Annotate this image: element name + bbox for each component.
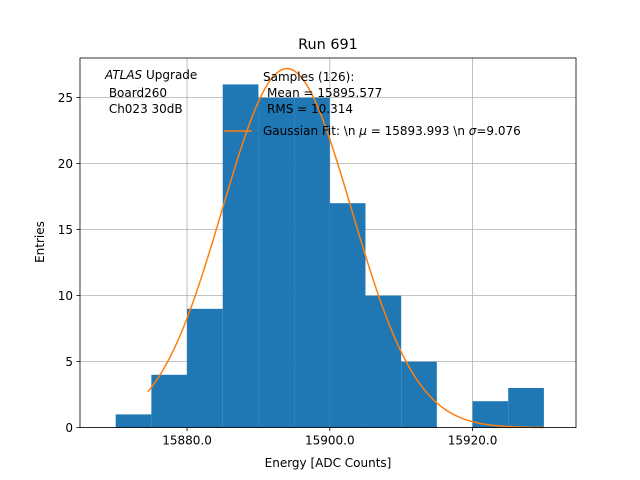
y-tick-label-3: 15: [58, 223, 73, 237]
y-axis-label: Entries: [33, 221, 47, 263]
x-tick-label-1: 15900.0: [305, 434, 355, 448]
histogram-bar-0: [115, 414, 152, 428]
histogram-bar-2: [187, 308, 223, 428]
histogram-bar-11: [508, 388, 544, 428]
histogram-bar-7: [365, 295, 402, 428]
histogram-bar-4: [258, 97, 295, 428]
y-tick-label-0: 0: [65, 421, 73, 435]
bars: [115, 84, 544, 428]
histogram-bar-3: [222, 84, 259, 428]
plot-frame: [79, 57, 577, 429]
legend-histogram-swatch: [224, 85, 252, 95]
legend-fit-mu-value: = 15893.993 \n: [367, 124, 469, 138]
x-tick-label-2: 15920.0: [448, 434, 498, 448]
y-tick-label-1: 5: [65, 355, 73, 369]
y-tick-label-4: 20: [58, 157, 73, 171]
legend-histogram-name: Samples (126):: [263, 70, 354, 84]
atlas-label: ATLAS Upgrade: [104, 68, 197, 82]
legend-histogram-rms: RMS = 10.314: [267, 102, 353, 116]
histogram-bar-5: [294, 97, 330, 428]
histogram-bar-6: [329, 203, 366, 428]
y-ticks: 0 5 10 15 20 25: [58, 91, 80, 435]
atlas-label-italic: ATLAS: [104, 68, 143, 82]
chart-title: Run 691: [298, 37, 358, 53]
x-tick-label-0: 15880.0: [162, 434, 212, 448]
legend: Samples (126): Mean = 15895.577 RMS = 10…: [224, 70, 521, 138]
gaussian-fit-line: [147, 67, 544, 429]
legend-fit-sigma-symbol: σ: [469, 124, 477, 138]
legend-fit-label: Gaussian Fit: \n μ = 15893.993 \n σ=9.07…: [263, 124, 521, 138]
board-label: Board260: [105, 86, 167, 100]
histogram-bar-8: [401, 361, 437, 428]
x-ticks: 15880.0 15900.0 15920.0: [162, 427, 498, 448]
y-tick-label-5: 25: [58, 91, 73, 105]
legend-fit-mu-symbol: μ: [358, 124, 367, 138]
channel-label: Ch023 30dB: [105, 102, 183, 116]
y-tick-label-2: 10: [58, 289, 73, 303]
legend-fit-sigma-value: =9.076: [476, 124, 520, 138]
x-axis-label: Energy [ADC Counts]: [265, 456, 392, 470]
atlas-label-rest: Upgrade: [142, 68, 197, 82]
histogram-bar-1: [151, 374, 188, 428]
legend-fit-prefix: Gaussian Fit: \n: [263, 124, 359, 138]
legend-histogram-mean: Mean = 15895.577: [267, 86, 382, 100]
